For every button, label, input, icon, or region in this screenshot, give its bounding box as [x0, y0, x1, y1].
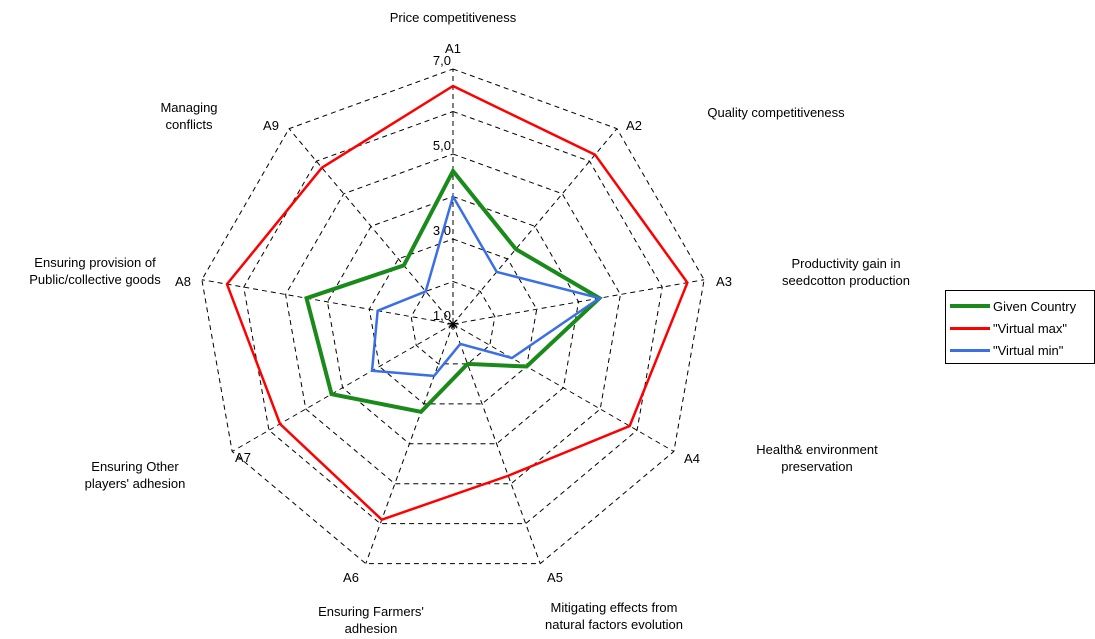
spoke: [231, 323, 454, 452]
spoke: [452, 323, 675, 452]
axis-label-a3: Productivity gain in seedcotton productio…: [782, 256, 910, 288]
tick-label: 1,0: [433, 308, 451, 323]
legend-swatch: [950, 304, 990, 308]
axis-labels: A1 Price competitiveness A2 Quality competi…: [29, 10, 910, 636]
axis-id-a2: A2: [626, 118, 642, 133]
axis-label-a7: Ensuring Other players' adhesion: [85, 459, 186, 491]
axis-id-a9: A9: [263, 118, 279, 133]
series-line-virtual-min: [370, 193, 603, 378]
legend-swatch: [950, 326, 990, 330]
radar-grid: [201, 68, 705, 565]
axis-id-a7: A7: [235, 450, 251, 465]
axis-id-a4: A4: [684, 451, 700, 466]
axis-label-a4: Health& environment preservation: [756, 442, 878, 474]
axis-id-a3: A3: [716, 274, 732, 289]
tick-label: 7,0: [433, 53, 451, 68]
spoke: [452, 323, 541, 564]
axis-label-a2: Quality competitiveness: [707, 105, 845, 120]
grid-ring: [368, 238, 538, 405]
grid-ring: [243, 110, 663, 525]
spoke: [365, 323, 454, 564]
legend-label: Given Country: [993, 298, 1077, 314]
axis-label-a6: Ensuring Farmers' adhesion: [318, 604, 424, 636]
spoke: [201, 279, 454, 325]
axis-label-a1: Price competitiveness: [390, 10, 517, 25]
grid-ring: [201, 68, 705, 565]
axis-id-a1: A1: [445, 41, 461, 56]
axis-id-a5: A5: [547, 570, 563, 585]
grid-ring: [410, 280, 496, 365]
legend-item: "Virtual max": [950, 317, 1094, 339]
axis-id-a8: A8: [175, 274, 191, 289]
legend: Given Country "Virtual max" "Virtual min": [945, 290, 1095, 364]
legend-item: "Virtual min": [950, 339, 1094, 361]
grid-ring: [326, 195, 580, 445]
center-mark: [448, 319, 458, 329]
grid-ring: [285, 153, 621, 485]
legend-item: Given Country: [950, 295, 1094, 317]
axis-label-a5: Mitigating effects from natural factors e…: [545, 600, 683, 632]
series-lines: [225, 84, 689, 522]
series-line-virtual-max: [225, 84, 689, 522]
legend-label: "Virtual max": [993, 320, 1068, 336]
spoke: [288, 128, 454, 325]
legend-label: "Virtual min": [993, 342, 1064, 358]
legend-swatch: [950, 348, 990, 352]
spoke: [452, 279, 705, 325]
axis-label-a8: Ensuring provision of Public/collective g…: [29, 255, 161, 287]
tick-label: 5,0: [433, 138, 451, 153]
axis-id-a6: A6: [343, 570, 359, 585]
spoke: [452, 128, 618, 325]
axis-label-a9: Managing conflicts: [160, 100, 217, 132]
series-line-given-country: [304, 167, 603, 415]
